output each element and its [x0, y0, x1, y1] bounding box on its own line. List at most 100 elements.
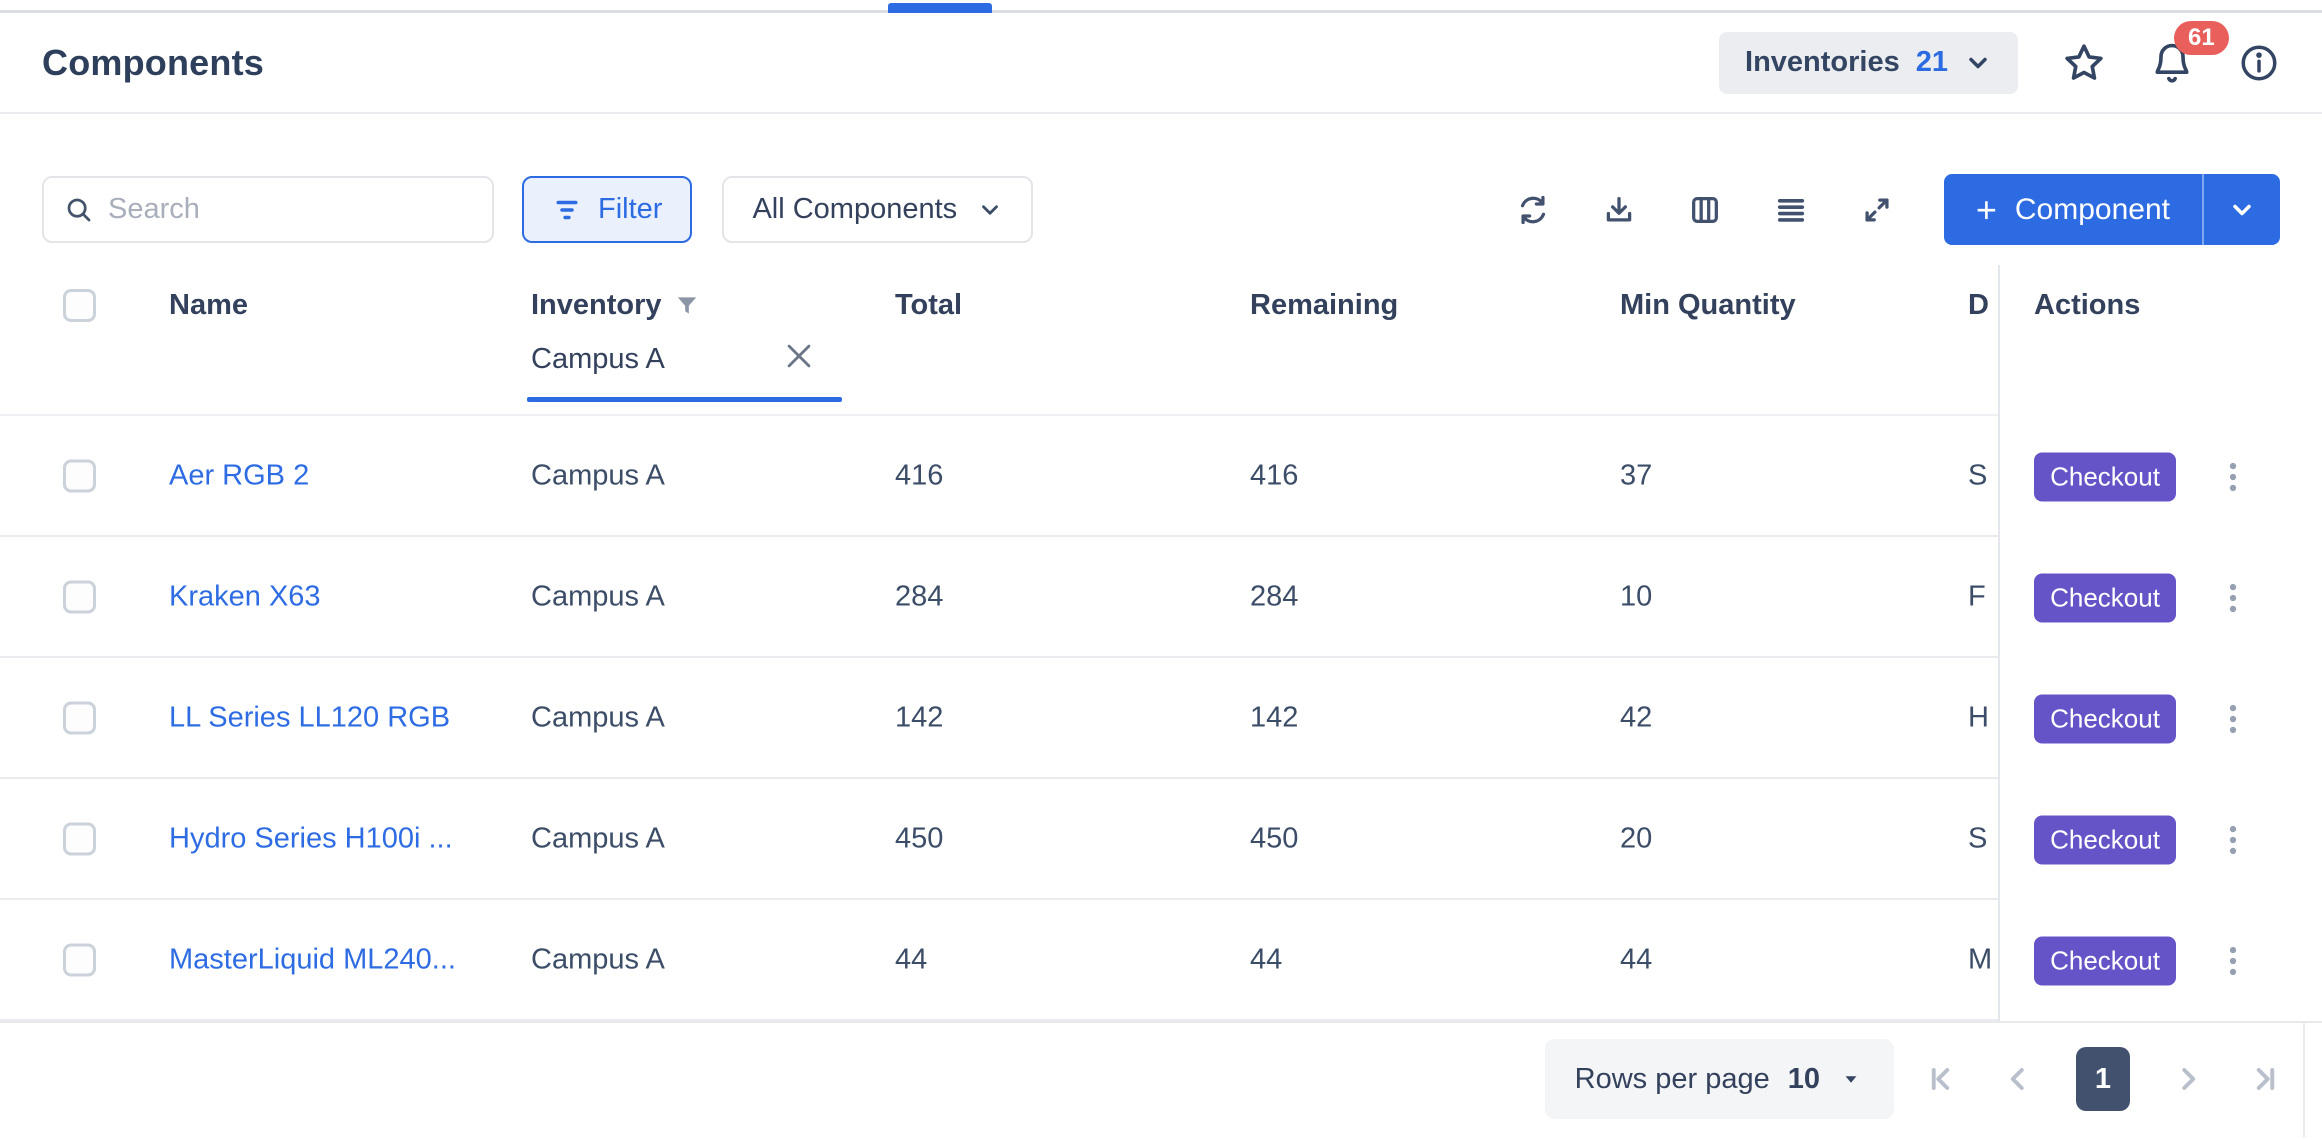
department-cell-clipped: F [1968, 580, 1986, 612]
component-name-link[interactable]: Kraken X63 [169, 580, 321, 612]
component-name-link[interactable]: MasterLiquid ML240... [169, 943, 456, 975]
add-component-menu-button[interactable] [2202, 174, 2280, 245]
min-quantity-cell: 10 [1620, 580, 1653, 612]
close-icon [782, 339, 816, 373]
table-toolbar: Filter All Components [42, 174, 2280, 245]
remaining-cell: 416 [1250, 459, 1299, 491]
inventory-filter-input[interactable] [531, 343, 761, 376]
fullscreen-button[interactable] [1860, 193, 1894, 227]
table-row: Aer RGB 2 Campus A 416 416 37 S Checkout [0, 416, 2322, 537]
column-header-name: Name [169, 289, 248, 321]
row-checkbox[interactable] [63, 580, 96, 613]
checkout-button[interactable]: Checkout [2034, 936, 2176, 985]
column-header-inventory: Inventory [531, 289, 700, 322]
columns-button[interactable] [1688, 193, 1722, 227]
download-icon [1602, 193, 1636, 227]
table-footer: Rows per page 10 1 [0, 1021, 2322, 1137]
funnel-icon[interactable] [674, 293, 700, 319]
checkout-button[interactable]: Checkout [2034, 694, 2176, 743]
column-header-total: Total [895, 289, 963, 321]
last-page-button[interactable] [2246, 1061, 2282, 1097]
active-tab-indicator [888, 3, 992, 13]
actions-cell: Checkout [1998, 416, 2322, 537]
row-menu-button[interactable] [2212, 454, 2254, 500]
table-row: Hydro Series H100i ... Campus A 450 450 … [0, 779, 2322, 900]
row-checkbox[interactable] [63, 459, 96, 492]
refresh-button[interactable] [1516, 193, 1550, 227]
kebab-icon [2218, 702, 2248, 736]
row-menu-button[interactable] [2212, 575, 2254, 621]
component-name-link[interactable]: Hydro Series H100i ... [169, 822, 453, 854]
inventory-cell: Campus A [531, 943, 665, 975]
chevron-right-icon [2170, 1061, 2206, 1097]
info-icon [2238, 42, 2280, 84]
search-box[interactable] [42, 176, 494, 243]
inventories-dropdown[interactable]: Inventories 21 [1719, 31, 2018, 94]
next-page-button[interactable] [2170, 1061, 2206, 1097]
page-title: Components [42, 41, 264, 83]
add-component-split-button: + Component [1943, 174, 2280, 245]
total-cell: 416 [895, 459, 944, 491]
kebab-icon [2218, 944, 2248, 978]
department-cell-clipped: S [1968, 459, 1988, 491]
filter-lines-icon [552, 195, 582, 225]
scope-label: All Components [752, 193, 958, 225]
favorite-button[interactable] [2062, 41, 2106, 85]
rows-per-page-dropdown[interactable]: Rows per page 10 [1544, 1039, 1894, 1119]
chevron-left-icon [2000, 1061, 2036, 1097]
notifications: 61 [2150, 20, 2229, 85]
component-name-link[interactable]: Aer RGB 2 [169, 459, 310, 491]
row-checkbox[interactable] [63, 943, 96, 976]
first-page-button[interactable] [1924, 1061, 1960, 1097]
inventory-cell: Campus A [531, 822, 665, 854]
component-name-link[interactable]: LL Series LL120 RGB [169, 701, 451, 733]
app-header: Components Inventories 21 61 [0, 13, 2322, 114]
current-page-button[interactable]: 1 [2076, 1047, 2130, 1111]
filter-button[interactable]: Filter [522, 176, 693, 243]
row-menu-button[interactable] [2212, 817, 2254, 863]
table-row: Kraken X63 Campus A 284 284 10 F Checkou… [0, 537, 2322, 658]
header-actions: Inventories 21 61 [1719, 20, 2280, 94]
components-table: Name Inventory Total Remaining Min Quant… [0, 265, 2322, 1021]
checkout-button[interactable]: Checkout [2034, 573, 2176, 622]
filter-active-underline [527, 397, 842, 402]
column-header-actions: Actions [2034, 289, 2141, 321]
add-component-button[interactable]: + Component [1943, 174, 2202, 245]
row-checkbox[interactable] [63, 701, 96, 734]
table-header-row: Name Inventory Total Remaining Min Quant… [0, 265, 2322, 416]
previous-page-button[interactable] [2000, 1061, 2036, 1097]
checkout-button[interactable]: Checkout [2034, 815, 2176, 864]
row-menu-button[interactable] [2212, 696, 2254, 742]
table-row: MasterLiquid ML240... Campus A 44 44 44 … [0, 900, 2322, 1021]
select-all-checkbox[interactable] [63, 289, 96, 322]
star-icon [2062, 41, 2106, 85]
chevron-down-icon [1964, 49, 1992, 77]
department-cell-clipped: S [1968, 822, 1988, 854]
add-component-label: Component [2014, 192, 2170, 226]
min-quantity-cell: 42 [1620, 701, 1653, 733]
row-menu-button[interactable] [2212, 938, 2254, 984]
remaining-cell: 44 [1250, 943, 1283, 975]
search-icon [64, 195, 94, 225]
table-tools [1516, 193, 1894, 227]
checkout-button[interactable]: Checkout [2034, 452, 2176, 501]
inventory-cell: Campus A [531, 580, 665, 612]
kebab-icon [2218, 823, 2248, 857]
rows-per-page-value: 10 [1787, 1062, 1820, 1095]
column-header-department-clipped: D [1968, 289, 1989, 321]
scope-dropdown[interactable]: All Components [722, 176, 1034, 243]
department-cell-clipped: M [1968, 943, 1993, 975]
download-button[interactable] [1602, 193, 1636, 227]
row-density-button[interactable] [1774, 193, 1808, 227]
caret-down-icon [1838, 1066, 1864, 1092]
remaining-cell: 142 [1250, 701, 1299, 733]
clear-filter-button[interactable] [782, 339, 816, 373]
info-button[interactable] [2238, 42, 2280, 84]
remaining-cell: 284 [1250, 580, 1299, 612]
row-checkbox[interactable] [63, 822, 96, 855]
inventories-label: Inventories [1745, 46, 1900, 78]
total-cell: 44 [895, 943, 928, 975]
inventory-cell: Campus A [531, 701, 665, 733]
search-input[interactable] [108, 193, 485, 226]
chevron-down-icon [2228, 196, 2256, 224]
